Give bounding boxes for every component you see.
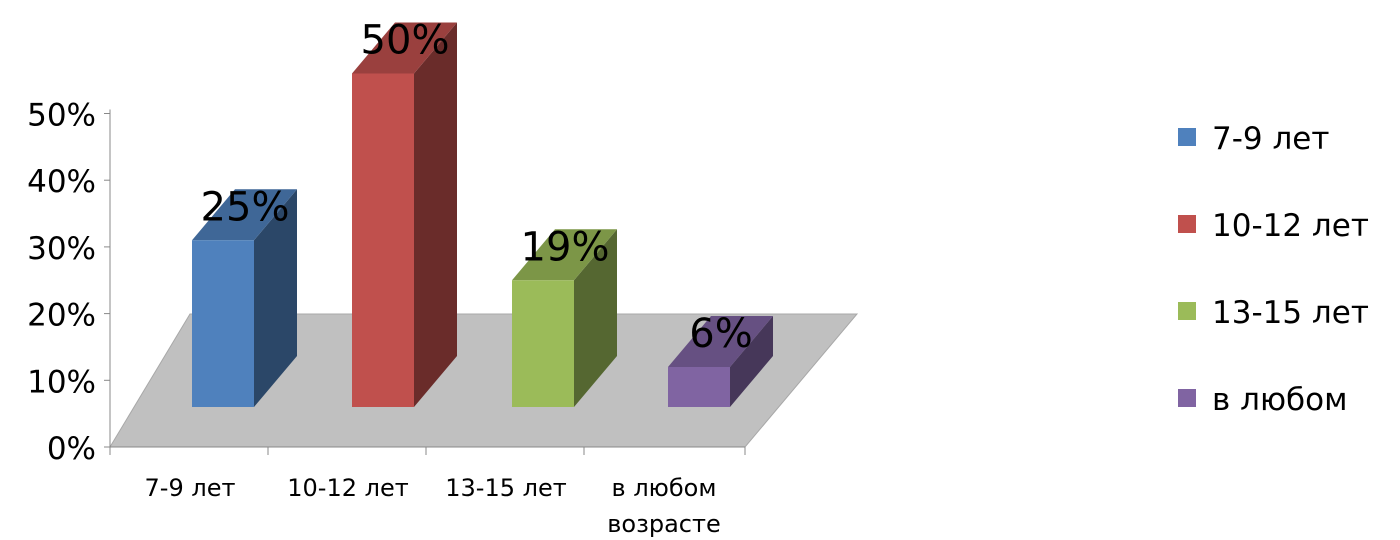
bar	[352, 73, 414, 407]
legend-label: 13-15 лет	[1212, 295, 1369, 331]
y-tick-label: 20%	[27, 298, 96, 334]
bar-top	[512, 229, 617, 281]
bar-side	[414, 22, 457, 407]
data-label: 6%	[689, 311, 752, 357]
x-tick-label: 10-12 лет	[287, 474, 408, 502]
legend-label: в любом	[1212, 382, 1348, 418]
data-label: 25%	[201, 184, 290, 230]
bar-top	[668, 315, 773, 367]
x-tick-label: в любом	[612, 474, 717, 502]
y-tick-label: 50%	[27, 98, 96, 134]
legend-label: 10-12 лет	[1212, 208, 1369, 244]
bar-side	[730, 315, 773, 407]
legend-swatch	[1178, 389, 1196, 407]
data-label: 19%	[521, 224, 610, 270]
bar-top	[192, 189, 297, 241]
y-tick-label: 0%	[47, 431, 96, 467]
y-tick-label: 40%	[27, 164, 96, 200]
bar-top	[352, 22, 457, 74]
x-tick-label: 13-15 лет	[445, 474, 566, 502]
bar	[192, 240, 254, 407]
bar	[668, 366, 730, 407]
x-tick-label: возрасте	[607, 510, 720, 538]
legend-swatch	[1178, 215, 1196, 233]
y-tick-label: 10%	[27, 364, 96, 400]
y-tick-label: 30%	[27, 231, 96, 267]
legend-label: 7-9 лет	[1212, 121, 1329, 157]
bar-side	[254, 189, 297, 407]
legend-swatch	[1178, 302, 1196, 320]
legend-swatch	[1178, 128, 1196, 146]
x-tick-label: 7-9 лет	[145, 474, 236, 502]
bar-side	[574, 229, 617, 407]
data-label: 50%	[361, 18, 450, 64]
bar	[512, 280, 574, 407]
